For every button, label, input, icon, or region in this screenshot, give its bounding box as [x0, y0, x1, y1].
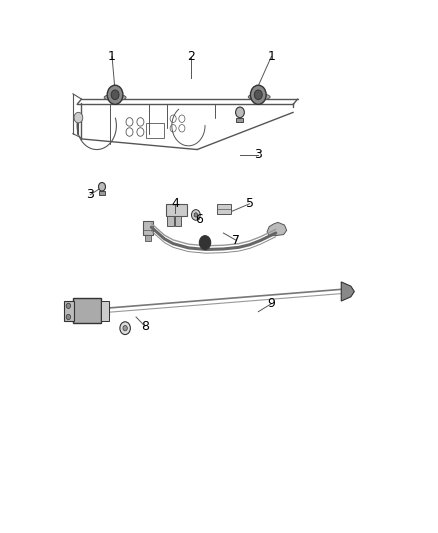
FancyBboxPatch shape — [166, 204, 187, 216]
Text: 2: 2 — [187, 50, 194, 63]
Polygon shape — [341, 282, 354, 301]
Circle shape — [191, 209, 200, 220]
FancyBboxPatch shape — [73, 298, 101, 324]
Circle shape — [251, 85, 266, 104]
Text: 9: 9 — [268, 297, 276, 310]
Circle shape — [123, 326, 127, 331]
FancyBboxPatch shape — [167, 216, 173, 225]
Text: 3: 3 — [254, 148, 262, 161]
Circle shape — [120, 322, 131, 335]
FancyBboxPatch shape — [175, 216, 181, 225]
Circle shape — [66, 303, 71, 309]
Circle shape — [99, 182, 106, 191]
Circle shape — [74, 112, 83, 123]
FancyBboxPatch shape — [145, 235, 151, 241]
Polygon shape — [267, 222, 287, 236]
FancyBboxPatch shape — [64, 301, 74, 321]
FancyBboxPatch shape — [217, 204, 231, 214]
Text: 8: 8 — [141, 320, 149, 333]
Ellipse shape — [248, 94, 270, 100]
Bar — [237, 118, 244, 122]
Text: 4: 4 — [171, 197, 179, 211]
Circle shape — [254, 90, 262, 100]
Ellipse shape — [104, 94, 126, 101]
Text: 1: 1 — [268, 50, 276, 63]
Bar — [99, 191, 105, 195]
Circle shape — [236, 107, 244, 118]
FancyBboxPatch shape — [101, 301, 109, 321]
Text: 7: 7 — [233, 234, 240, 247]
Text: 5: 5 — [246, 197, 254, 211]
Text: 1: 1 — [108, 50, 116, 63]
Circle shape — [199, 236, 211, 249]
Circle shape — [111, 90, 119, 100]
Text: 3: 3 — [86, 188, 94, 201]
Circle shape — [66, 314, 71, 320]
FancyBboxPatch shape — [143, 221, 152, 235]
Circle shape — [194, 213, 198, 217]
Circle shape — [107, 85, 123, 104]
Text: 6: 6 — [195, 213, 203, 225]
